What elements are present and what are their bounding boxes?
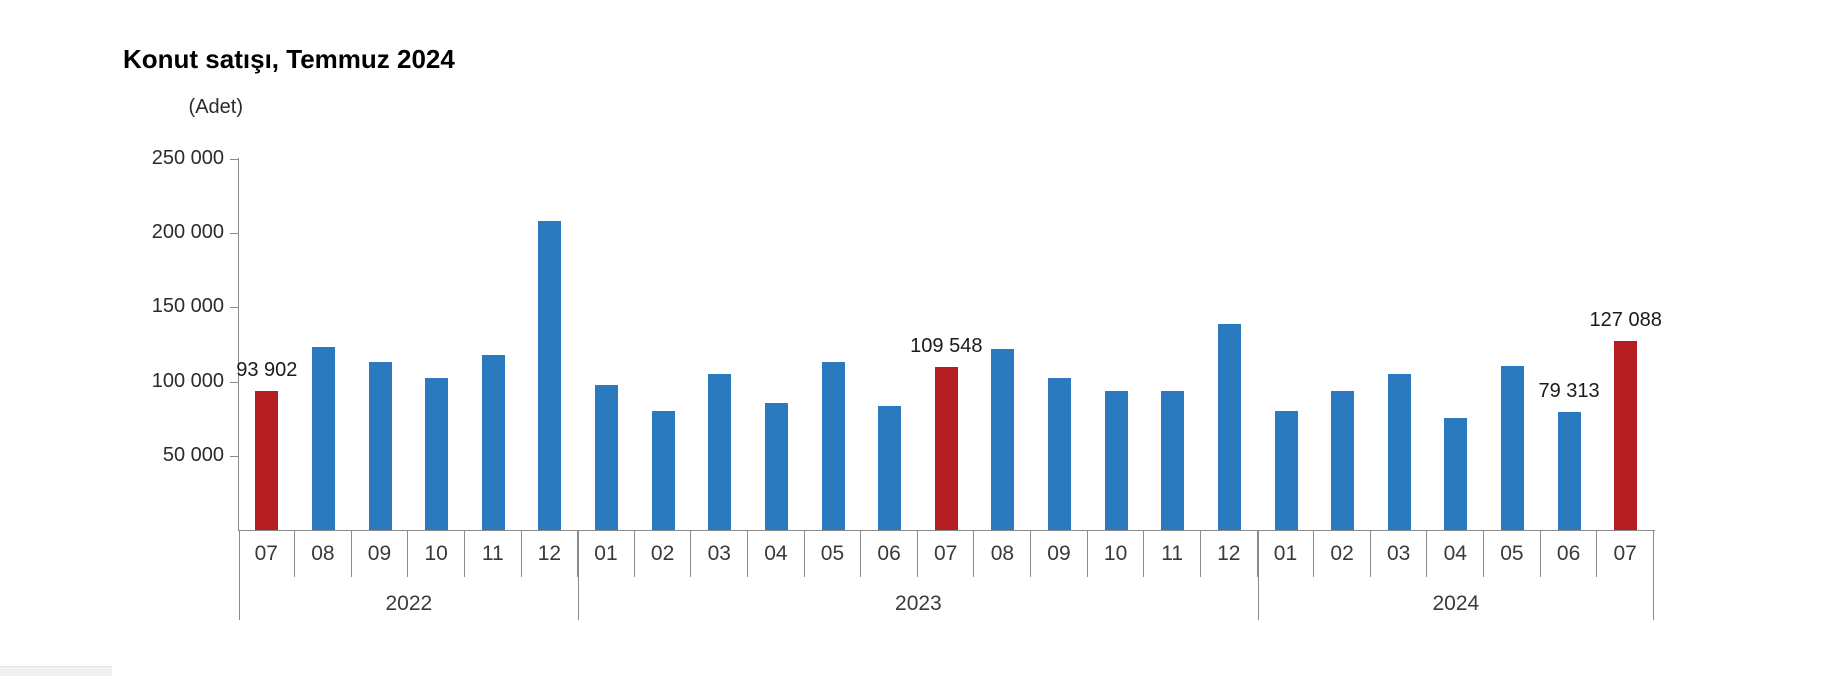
x-tick-month-2023-09: 09 — [1031, 531, 1088, 577]
bar-value-label-2024-07: 127 088 — [1589, 309, 1662, 332]
bar-2022-10 — [425, 377, 449, 530]
bar-2023-10 — [1104, 390, 1128, 530]
y-axis-line — [238, 158, 239, 531]
x-tick-month-2022-10: 10 — [408, 531, 465, 577]
x-tick-month-2023-03: 03 — [692, 531, 749, 577]
x-tick-month-2022-11: 11 — [465, 531, 522, 577]
bar-2023-07 — [934, 367, 958, 530]
bar-2024-03 — [1387, 373, 1411, 530]
y-axis-unit-label: (Adet) — [188, 96, 243, 118]
x-tick-month-2023-08: 08 — [975, 531, 1032, 577]
x-tick-month-2024-03: 03 — [1371, 531, 1428, 577]
x-tick-month-2024-02: 02 — [1314, 531, 1371, 577]
chart-title: Konut satışı, Temmuz 2024 — [123, 44, 455, 74]
bar-2024-06 — [1557, 412, 1581, 530]
x-tick-month-2022-07: 07 — [239, 531, 296, 577]
bar-2023-05 — [821, 362, 845, 530]
bar-2023-06 — [878, 405, 902, 530]
y-tick — [230, 159, 238, 160]
bar-2024-05 — [1500, 365, 1524, 530]
bar-2024-01 — [1274, 410, 1298, 530]
x-axis-year-group-2023: 2023 — [578, 531, 1257, 620]
x-tick-month-2024-06: 06 — [1541, 531, 1598, 577]
bar-2024-07 — [1614, 341, 1638, 530]
bar-2023-09 — [1048, 377, 1071, 530]
bar-value-label-2022-07: 93 902 — [236, 358, 298, 381]
bar-2022-07 — [255, 390, 279, 530]
x-tick-month-2023-01: 01 — [578, 531, 635, 577]
x-tick-month-2023-05: 05 — [805, 531, 862, 577]
x-tick-month-2022-09: 09 — [352, 531, 409, 577]
x-tick-month-2023-06: 06 — [861, 531, 918, 577]
bar-2023-04 — [764, 402, 788, 530]
x-tick-month-2024-01: 01 — [1258, 531, 1315, 577]
x-tick-month-2023-04: 04 — [748, 531, 805, 577]
x-tick-month-2023-07: 07 — [918, 531, 975, 577]
bar-2022-08 — [311, 346, 335, 530]
bar-2023-03 — [708, 373, 732, 530]
x-tick-month-2024-05: 05 — [1484, 531, 1541, 577]
x-tick-month-2022-08: 08 — [295, 531, 352, 577]
x-tick-month-2024-04: 04 — [1428, 531, 1485, 577]
x-tick-month-2023-02: 02 — [635, 531, 692, 577]
y-tick — [230, 233, 238, 235]
x-tick-month-2023-12: 12 — [1201, 531, 1258, 577]
y-tick-label: 50 000 — [162, 443, 224, 466]
bar-value-label-2023-07: 109 548 — [910, 335, 983, 358]
y-tick-label: 250 000 — [151, 147, 224, 169]
x-axis-line — [238, 530, 1655, 531]
x-tick-month-2023-10: 10 — [1088, 531, 1145, 577]
bar-2022-09 — [368, 361, 392, 530]
x-axis-year-group-2024: 2024 — [1257, 531, 1654, 620]
bar-2022-11 — [481, 355, 505, 530]
y-tick — [230, 455, 238, 457]
bar-2023-02 — [651, 411, 675, 530]
bar-2023-08 — [991, 348, 1015, 530]
bar-2024-04 — [1444, 417, 1468, 530]
x-tick-month-2023-11: 11 — [1144, 531, 1201, 577]
x-tick-month-2022-12: 12 — [522, 531, 579, 577]
bar-2024-02 — [1331, 391, 1355, 530]
page-edge-artifact — [0, 666, 112, 676]
y-tick-label: 100 000 — [151, 369, 224, 392]
bar-value-label-2024-06: 79 313 — [1538, 380, 1600, 403]
bar-2023-11 — [1161, 391, 1185, 530]
x-axis-year-group-2022: 2022 — [238, 531, 579, 620]
bar-2023-01 — [595, 385, 618, 530]
y-tick-label: 200 000 — [151, 221, 224, 244]
bar-2022-12 — [538, 221, 562, 530]
y-tick — [230, 381, 238, 383]
bar-2023-12 — [1217, 324, 1241, 530]
y-tick-label: 150 000 — [151, 295, 224, 318]
y-tick — [230, 307, 238, 309]
